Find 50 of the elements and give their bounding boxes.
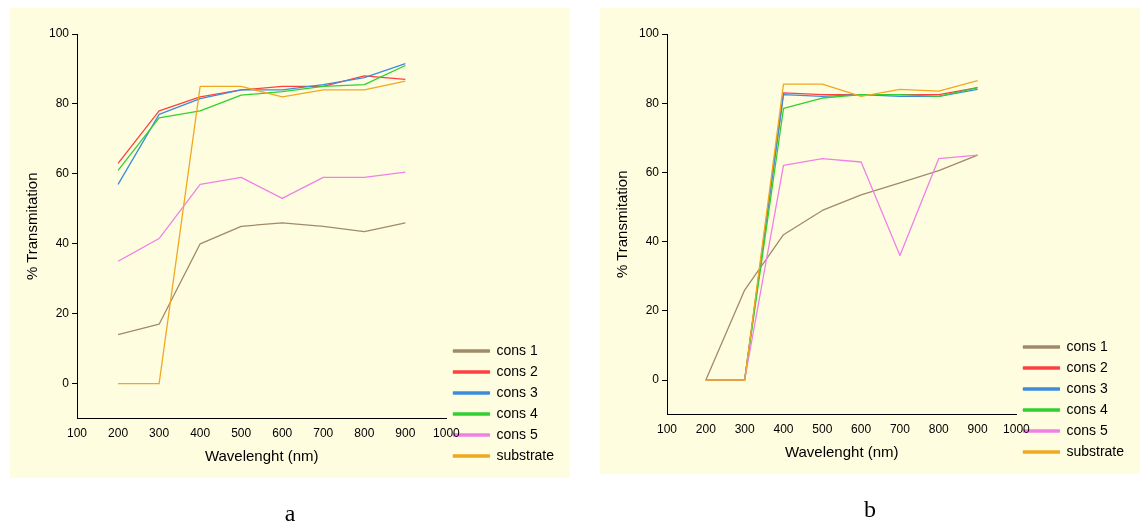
y-tick-label: 0 [652,372,660,387]
x-tick-label: 800 [354,426,375,441]
legend-label: cons 5 [1066,421,1108,438]
legend-label: cons 2 [1066,358,1108,375]
x-tick-label: 1000 [1003,422,1031,437]
x-tick-label: 100 [657,422,678,437]
y-axis-title: % Transmitation [23,172,41,281]
text: a [283,500,297,527]
y-tick-label: 40 [55,236,70,251]
x-tick-label: 1000 [433,426,461,441]
x-tick-label: 600 [851,422,872,437]
y-tick-label: 40 [645,233,660,248]
x-tick-label: 500 [231,426,252,441]
x-tick-label: 400 [190,426,211,441]
y-tick-label: 100 [48,26,70,41]
x-tick-label: 300 [149,426,170,441]
y-tick-label: 60 [55,166,70,181]
legend-label: substrate [1066,442,1125,459]
x-axis-title: Wavelenght (nm) [204,447,319,465]
x-axis-title: Wavelenght (nm) [784,443,899,461]
legend-label: cons 5 [496,425,538,442]
x-tick-label: 700 [313,426,334,441]
x-tick-label: 600 [272,426,293,441]
x-tick-label: 200 [695,422,717,437]
x-tick-label: 100 [67,426,88,441]
legend-label: substrate [496,446,555,463]
x-tick-label: 300 [734,422,755,437]
legend-label: cons 1 [1066,337,1108,354]
legend-label: cons 3 [496,383,538,400]
legend-label: cons 2 [496,362,538,379]
x-tick-label: 700 [889,422,911,437]
legend-label: cons 4 [496,404,538,421]
y-tick-label: 80 [645,95,660,110]
y-tick-label: 100 [638,26,660,41]
y-axis-title: % Transmitation [613,170,631,279]
x-tick-label: 800 [928,422,950,437]
y-tick-label: 0 [62,375,70,390]
x-tick-label: 900 [395,426,416,441]
legend-label: cons 1 [496,341,538,358]
y-tick-label: 80 [55,96,70,111]
legend-label: cons 4 [1066,400,1108,417]
legend-label: cons 3 [1066,379,1108,396]
text: b [863,496,877,523]
x-tick-label: 500 [812,422,833,437]
y-tick-label: 60 [645,164,660,179]
y-tick-label: 20 [645,303,660,318]
x-tick-label: 900 [967,422,988,437]
x-tick-label: 400 [773,422,794,437]
x-tick-label: 200 [108,426,129,441]
y-tick-label: 20 [55,306,70,321]
